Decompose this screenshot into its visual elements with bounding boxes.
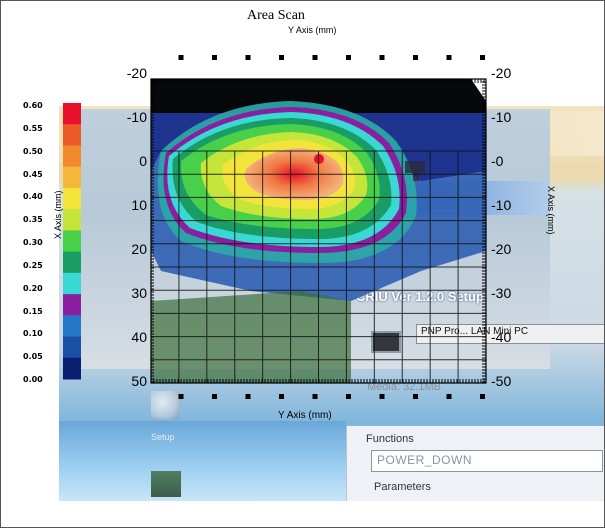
right-tick-label: -20 xyxy=(491,241,512,257)
left-tick-label: 0 xyxy=(139,153,147,169)
axis-ticks xyxy=(150,78,486,383)
colorbar-label: 0.50 xyxy=(23,146,43,156)
colorbar-swatch xyxy=(63,251,81,274)
desktop-folder-icon xyxy=(151,471,181,497)
desktop-wallpaper xyxy=(59,421,346,501)
left-tick-label: -20 xyxy=(126,65,147,81)
top-tick-marker xyxy=(212,55,217,60)
bottom-tick-marker xyxy=(446,394,452,399)
plot-dark-region xyxy=(151,79,486,113)
colorbar-label: 0.20 xyxy=(23,283,43,293)
plot-title: Area Scan xyxy=(247,8,305,23)
colorbar-swatch xyxy=(63,230,81,253)
top-tick-marker xyxy=(245,55,251,60)
colorbar-swatch xyxy=(63,103,81,125)
colorbar-swatch xyxy=(63,145,81,168)
bottom-axis-label: Y Axis (mm) xyxy=(278,410,332,421)
bottom-tick-marker xyxy=(379,394,385,399)
colorbar-label: 0.05 xyxy=(23,352,43,362)
bottom-tick-marker xyxy=(279,394,284,399)
bottom-tick-marker xyxy=(413,394,418,399)
functions-value: POWER_DOWN xyxy=(377,453,472,467)
colorbar-swatch xyxy=(63,357,81,380)
top-tick-marker xyxy=(178,55,184,60)
top-axis-label: Y Axis (mm) xyxy=(288,25,337,35)
bottom-tick-marker xyxy=(312,394,318,399)
left-tick-label: 20 xyxy=(131,241,147,257)
colorbar-label: 0.60 xyxy=(23,101,43,110)
top-tick-marker xyxy=(446,55,452,60)
colorbar-swatch xyxy=(63,209,81,231)
right-tick-label: -40 xyxy=(491,329,512,345)
artifact-rect xyxy=(405,161,425,173)
colorbar-label: 0.25 xyxy=(23,260,43,270)
left-axis-label: X Axis (mm) xyxy=(53,190,63,240)
colorbar-swatch xyxy=(63,315,81,338)
left-tick-label: 50 xyxy=(131,373,147,389)
right-axis-label: X Axis (mm) xyxy=(546,186,556,235)
right-tick-label: -50 xyxy=(491,373,512,389)
bottom-tick-marker xyxy=(480,394,485,399)
artifact-rect-small xyxy=(413,173,419,181)
colorbar-swatch xyxy=(63,187,81,210)
parameters-label: Parameters xyxy=(374,481,431,493)
pnp-text: PNP Pro... LAN Mini PC xyxy=(421,326,529,337)
left-tick-label: 40 xyxy=(131,329,147,345)
colorbar-label: 0.55 xyxy=(23,123,43,133)
bottom-tick-marker xyxy=(178,394,184,399)
left-tick-label: 10 xyxy=(131,197,147,213)
left-tick-label: 30 xyxy=(131,285,147,301)
colorbar-swatch xyxy=(63,294,81,316)
top-tick-marker xyxy=(279,55,284,60)
top-tick-marker xyxy=(413,55,418,60)
pnp-field xyxy=(416,324,604,344)
colorbar-label: 0.00 xyxy=(23,375,43,384)
bottom-tick-marker xyxy=(245,394,251,399)
right-tick-label: -20 xyxy=(491,65,512,81)
top-tick-marker xyxy=(379,55,385,60)
plot-grid xyxy=(151,150,486,383)
colorbar-label: 0.15 xyxy=(23,306,43,316)
functions-select xyxy=(371,450,603,472)
bottom-tick-marker xyxy=(346,394,351,399)
colorbar-label: 0.45 xyxy=(23,169,43,179)
top-tick-marker xyxy=(312,55,318,60)
right-tick-label: -10 xyxy=(491,197,512,213)
bottom-tick-markers xyxy=(178,394,485,399)
colorbar-swatch xyxy=(63,124,81,146)
colorbar-swatch xyxy=(63,336,81,359)
colorbar xyxy=(63,103,81,380)
left-tick-label: -10 xyxy=(126,109,147,125)
right-tick-label: -0 xyxy=(491,153,504,169)
bottom-tick-marker xyxy=(212,394,217,399)
colorbar-label: 0.35 xyxy=(23,215,43,225)
desktop-app-icon xyxy=(151,391,179,419)
top-tick-marker xyxy=(346,55,351,60)
right-tick-label: -10 xyxy=(491,109,512,125)
colorbar-swatch xyxy=(63,272,81,295)
colorbar-swatch xyxy=(63,166,81,189)
right-tick-label: -30 xyxy=(491,285,512,301)
setup-window-title: CRIU Ver 1.2.0 Setup xyxy=(356,289,484,304)
colorbar-label: 0.40 xyxy=(23,192,43,202)
functions-label: Functions xyxy=(366,433,414,445)
desktop-icon-label: Setup xyxy=(151,432,175,442)
top-tick-markers xyxy=(178,55,485,60)
media-text: Media: 32.1MB xyxy=(367,381,441,393)
colorbar-label: 0.10 xyxy=(23,329,43,339)
colorbar-label: 0.30 xyxy=(23,238,43,247)
top-tick-marker xyxy=(480,55,485,60)
